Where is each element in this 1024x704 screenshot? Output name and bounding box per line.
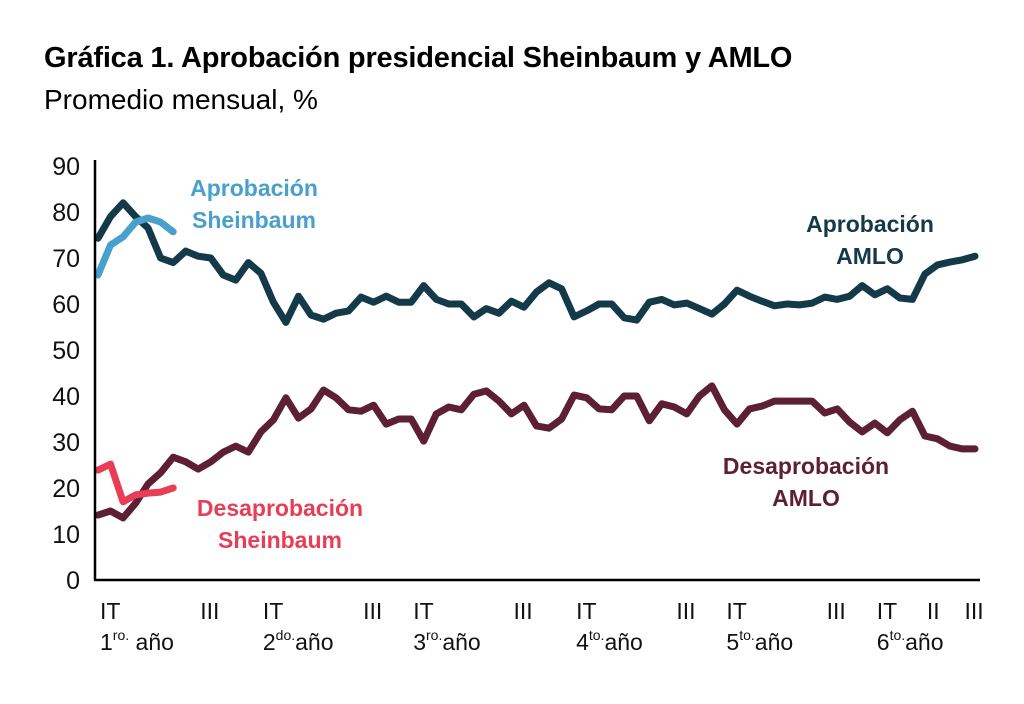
series-labels: Aprobación AMLO Desaprobación AMLO Aprobació… xyxy=(190,175,934,553)
x-quarter-label: IT xyxy=(726,598,746,624)
series-line-aprobacion-amlo xyxy=(94,199,979,326)
x-year-label: 2do.año xyxy=(263,627,334,655)
x-quarter-label: III xyxy=(964,598,983,624)
x-quarter-label: III xyxy=(513,598,532,624)
x-quarter-label: IT xyxy=(413,598,433,624)
series-label: AMLO xyxy=(836,243,904,269)
chart-subtitle: Promedio mensual, % xyxy=(44,84,318,115)
y-tick-label: 50 xyxy=(52,337,80,365)
series-label: Sheinbaum xyxy=(218,527,342,553)
x-quarter-label: IT xyxy=(263,598,283,624)
y-tick-label: 60 xyxy=(52,291,80,319)
series-lines xyxy=(94,199,979,522)
x-quarter-label: III xyxy=(363,598,382,624)
y-tick-label: 80 xyxy=(52,199,80,227)
series-label: Aprobación xyxy=(190,175,318,201)
series-label: Sheinbaum xyxy=(192,207,316,233)
x-quarter-label: III xyxy=(827,598,846,624)
chart-title: Gráfica 1. Aprobación presidencial Shein… xyxy=(44,42,793,74)
x-year-label: 5to.año xyxy=(726,627,793,655)
x-quarter-label: III xyxy=(676,598,695,624)
x-year-label: 6to.año xyxy=(877,627,944,655)
series-label: Desaprobación xyxy=(197,495,363,521)
y-tick-label: 10 xyxy=(52,521,80,549)
series-line-desaprobacion-sheinbaum xyxy=(94,460,177,506)
series-label: AMLO xyxy=(772,485,840,511)
series-line-desaprobacion-amlo xyxy=(94,382,979,522)
y-tick-label: 0 xyxy=(66,567,80,595)
x-quarter-label: II xyxy=(927,598,940,624)
axes xyxy=(93,160,980,582)
x-quarter-label: IT xyxy=(100,598,120,624)
x-quarter-label: III xyxy=(200,598,219,624)
y-tick-label: 70 xyxy=(52,245,80,273)
y-tick-label: 40 xyxy=(52,383,80,411)
series-label: Desaprobación xyxy=(723,453,889,479)
series-line-aprobacion-sheinbaum xyxy=(94,214,177,279)
y-tick-label: 90 xyxy=(52,153,80,181)
y-tick-label: 30 xyxy=(52,429,80,457)
y-axis-ticks: 0 10 20 30 40 50 60 70 80 90 xyxy=(52,153,80,595)
x-year-label: 3ro.año xyxy=(413,627,481,655)
y-tick-label: 20 xyxy=(52,475,80,503)
x-year-label: 4to.año xyxy=(576,627,643,655)
x-quarter-label: IT xyxy=(576,598,596,624)
x-year-label: 1ro. año xyxy=(100,627,174,655)
series-label: Aprobación xyxy=(806,211,934,237)
x-quarter-label: IT xyxy=(877,598,897,624)
